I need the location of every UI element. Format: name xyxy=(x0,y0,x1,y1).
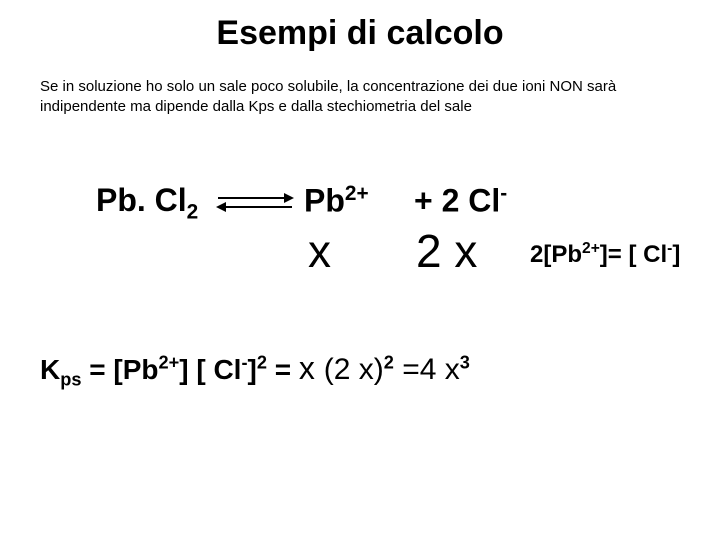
slide-title: Esempi di calcolo xyxy=(0,0,720,53)
product-pb: Pb2+ xyxy=(304,182,369,220)
kps-sub: ps xyxy=(60,370,81,390)
reactant-formula: Pb. Cl2 xyxy=(96,182,198,224)
kps-p1: (2 x) xyxy=(324,353,384,386)
amount-x-cl: 2 x xyxy=(416,224,477,278)
rel-end: ] xyxy=(672,241,680,268)
pb-text: Pb xyxy=(304,183,345,219)
kps-eq4: = xyxy=(267,354,299,385)
rel-lhs-sup: 2+ xyxy=(582,240,600,257)
product-cl: + 2 Cl- xyxy=(414,182,507,220)
kps-s1: 2+ xyxy=(158,353,179,373)
equilibrium-equation: Pb. Cl2 xyxy=(96,182,312,224)
amount-x-pb: x xyxy=(308,224,331,278)
kps-p1s: 2 xyxy=(384,353,394,373)
kps-p2s: 3 xyxy=(460,353,470,373)
kps-eq2: ] [ Cl xyxy=(179,354,241,385)
intro-paragraph: Se in soluzione ho solo un sale poco sol… xyxy=(0,53,720,116)
rel-mid: ]= [ Cl xyxy=(600,241,667,268)
kps-eq5: =4 x xyxy=(394,353,460,386)
kps-x: x xyxy=(299,350,324,386)
ksp-expression: Kps = [Pb2+] [ Cl-]2 = x (2 x)2 =4 x3 xyxy=(40,350,470,391)
concentration-relation: 2[Pb2+]= [ Cl-] xyxy=(530,240,680,269)
kps-eq3: ] xyxy=(248,354,257,385)
kps-eq1: = [Pb xyxy=(81,354,158,385)
cl-text: + 2 Cl xyxy=(414,183,500,219)
pb-charge: 2+ xyxy=(345,182,369,205)
kps-k: K xyxy=(40,354,60,385)
rel-lhs: 2[Pb xyxy=(530,241,582,268)
reactant-text: Pb. Cl xyxy=(96,182,187,218)
equilibrium-arrows-icon xyxy=(210,188,300,218)
kps-s3: 2 xyxy=(257,353,267,373)
cl-charge: - xyxy=(500,182,507,205)
reactant-subscript: 2 xyxy=(187,200,199,223)
